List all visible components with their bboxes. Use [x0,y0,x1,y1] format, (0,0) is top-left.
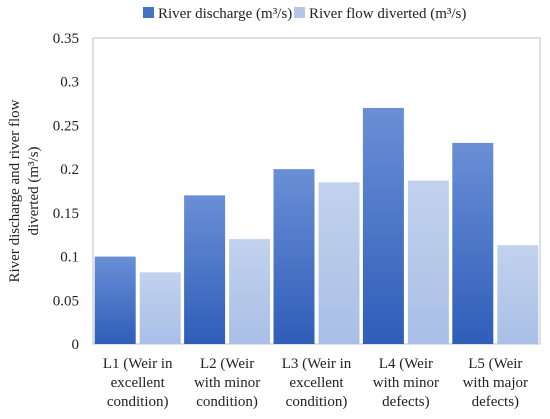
y-tick-label: 0.05 [53,293,79,309]
bar-river-flow-diverted-5 [497,245,539,344]
y-tick-label: 0.2 [60,162,79,178]
x-tick-label: L2 (Weir [200,356,254,372]
bar-river-flow-diverted-2 [229,239,271,344]
y-tick-label: 0.25 [53,118,79,134]
x-tick-label: with major [463,375,528,391]
x-tick-label: defects) [382,394,429,410]
legend-label: River flow diverted (m³/s) [309,6,466,22]
y-tick-label: 0.35 [53,31,79,47]
y-tick-label: 0.15 [53,206,79,222]
bars [94,107,539,344]
legend-swatch [143,7,154,18]
x-tick-label: condition) [286,394,348,410]
bar-river-discharge-4 [362,107,404,344]
bar-river-discharge-2 [184,195,226,344]
x-tick-label: condition) [196,394,258,410]
bar-river-flow-diverted-1 [139,272,181,344]
legend-swatch [294,7,305,18]
legend-label: River discharge (m³/s) [158,6,292,22]
bar-river-flow-diverted-4 [407,180,449,344]
x-tick-label: L4 (Weir [379,356,433,372]
y-tick-label: 0.3 [60,75,79,91]
bar-river-discharge-5 [452,142,494,344]
bar-river-discharge-3 [273,169,315,344]
x-tick-label: excellent [289,375,344,391]
y-axis: 0 0.05 0.1 0.15 0.2 0.25 0.3 0.35 [53,31,79,353]
x-tick-label: with minor [194,375,260,391]
x-tick-label: with minor [373,375,439,391]
x-axis: L1 (Weir in excellent condition) L2 (Weir wi… [103,356,528,410]
y-axis-title: River discharge and river flow diverted (… [7,99,42,282]
x-tick-label: defects) [472,394,519,410]
x-tick-label: L5 (Weir [468,356,522,372]
x-tick-label: L3 (Weir in [282,356,352,372]
bar-river-discharge-1 [94,256,136,344]
x-tick-label: excellent [111,375,166,391]
y-tick-label: 0 [72,337,80,353]
y-axis-title-text: River discharge and river flow diverted (… [7,99,42,282]
bar-river-flow-diverted-3 [318,182,360,344]
chart-legend: River discharge (m³/s) River flow diverte… [143,6,466,22]
plot-area-frame [92,37,541,345]
x-tick-label: L1 (Weir in [103,356,173,372]
y-tick-label: 0.1 [60,250,79,266]
x-tick-label: condition) [107,394,169,410]
